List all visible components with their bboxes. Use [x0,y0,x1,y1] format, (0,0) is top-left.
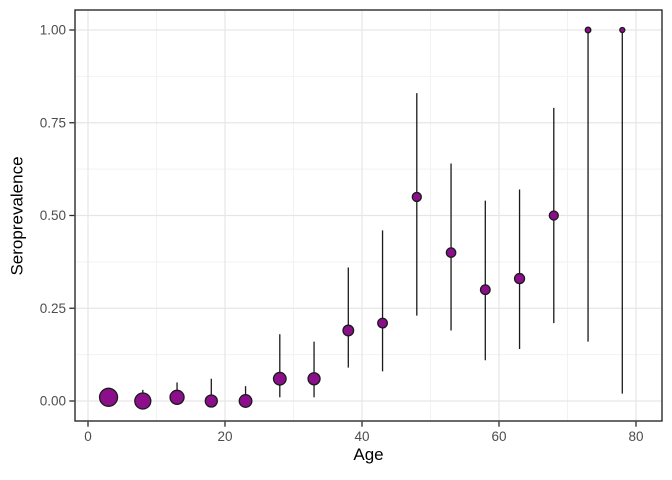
data-point [169,389,185,405]
data-point [411,191,422,203]
data-point [584,26,592,34]
x-axis-title: Age [353,445,384,464]
data-point [619,26,626,34]
data-point [548,210,559,221]
panel-border [74,9,663,422]
data-point [479,284,491,296]
data-point [377,317,389,329]
x-tick-label: 80 [628,429,643,444]
data-point [307,372,321,386]
y-tick-label: 0.75 [40,115,66,130]
y-tick-label: 1.00 [40,23,66,38]
data-point [513,272,526,285]
y-tick-label: 0.00 [40,394,66,409]
x-tick-label: 40 [354,429,369,444]
data-point [272,371,287,386]
x-tick-label: 0 [84,429,92,444]
x-tick-label: 60 [491,429,506,444]
data-point [445,247,457,258]
y-tick-label: 0.50 [40,208,66,223]
data-point [204,394,218,408]
y-tick-label: 0.25 [40,301,66,316]
data-point [134,392,152,410]
data-point [98,387,119,407]
y-axis-title: Seroprevalence [7,156,27,276]
x-tick-label: 20 [217,429,232,444]
data-point [238,394,253,408]
data-point [342,324,355,337]
